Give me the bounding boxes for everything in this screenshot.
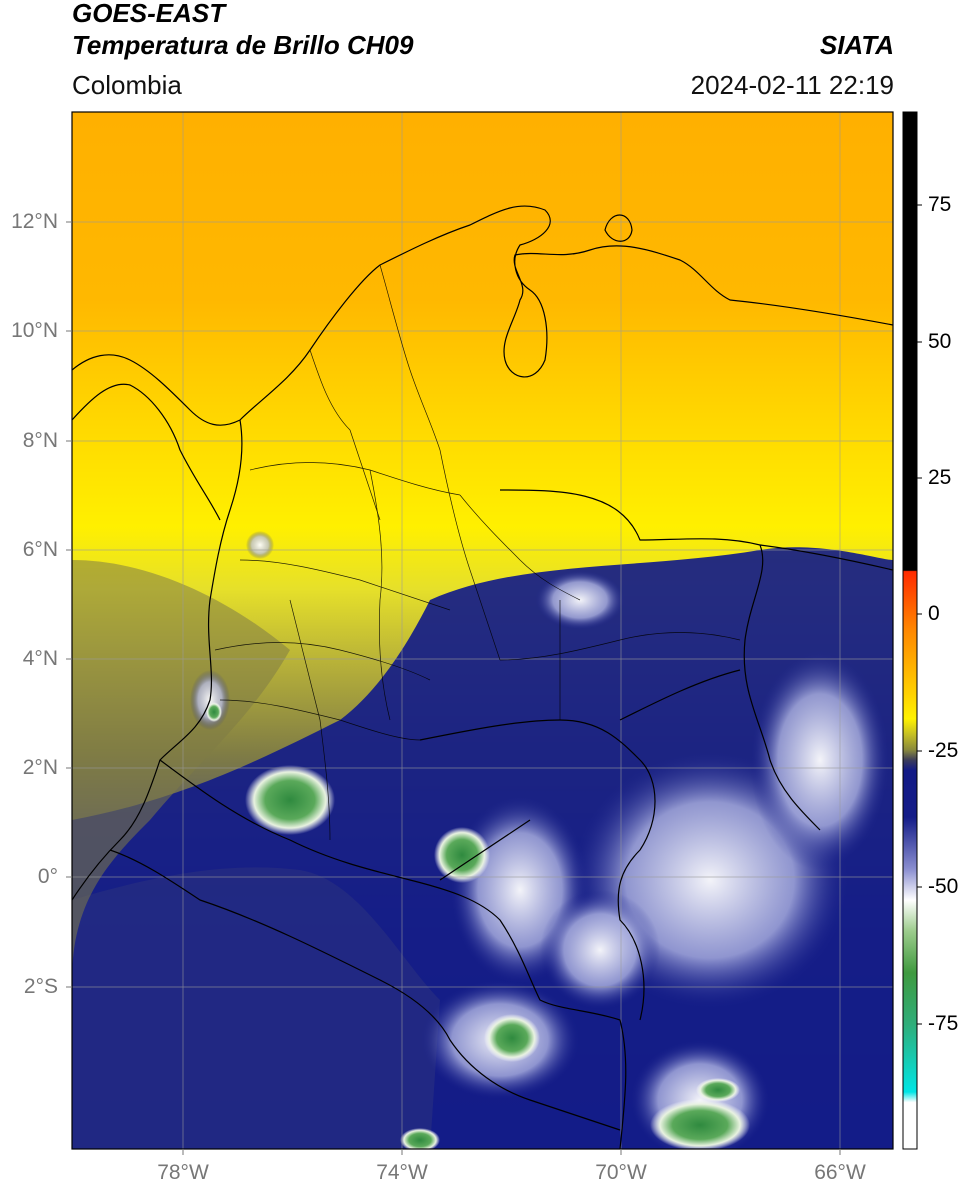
lat-tick-label: 12°N <box>11 210 58 233</box>
lat-tick-label: 8°N <box>22 429 58 452</box>
colorbar-tick-label: -50 <box>928 875 959 898</box>
lat-tick-label: 4°N <box>22 647 58 670</box>
lat-tick-label: 0° <box>37 865 58 888</box>
lon-tick-label: 66°W <box>814 1161 866 1184</box>
colorbar-tick-label: -75 <box>928 1012 959 1035</box>
lon-tick-label: 78°W <box>157 1161 209 1184</box>
colorbar-tick-label: 75 <box>928 193 952 216</box>
lat-tick-label: 2°S <box>23 975 58 998</box>
colorbar-tick-label: 50 <box>928 330 952 353</box>
lat-tick-label: 6°N <box>22 538 58 561</box>
satellite-title: GOES-EAST <box>72 0 226 28</box>
colorbar-tick-label: 25 <box>928 466 952 489</box>
product-title: Temperatura de Brillo CH09 <box>72 30 414 60</box>
lat-tick-label: 2°N <box>22 756 58 779</box>
brightness-temperature-field <box>72 112 893 1149</box>
organization-label: SIATA <box>819 30 894 60</box>
region-label: Colombia <box>72 70 182 100</box>
lon-tick-label: 70°W <box>595 1161 647 1184</box>
lat-tick-label: 10°N <box>11 319 58 342</box>
colorbar-tick-label: -25 <box>928 739 959 762</box>
colorbar-tick-label: 0 <box>928 602 940 625</box>
timestamp-label: 2024-02-11 22:19 <box>690 70 894 100</box>
lon-tick-label: 74°W <box>376 1161 428 1184</box>
colorbar <box>902 111 922 1150</box>
map-frame <box>71 111 894 1150</box>
